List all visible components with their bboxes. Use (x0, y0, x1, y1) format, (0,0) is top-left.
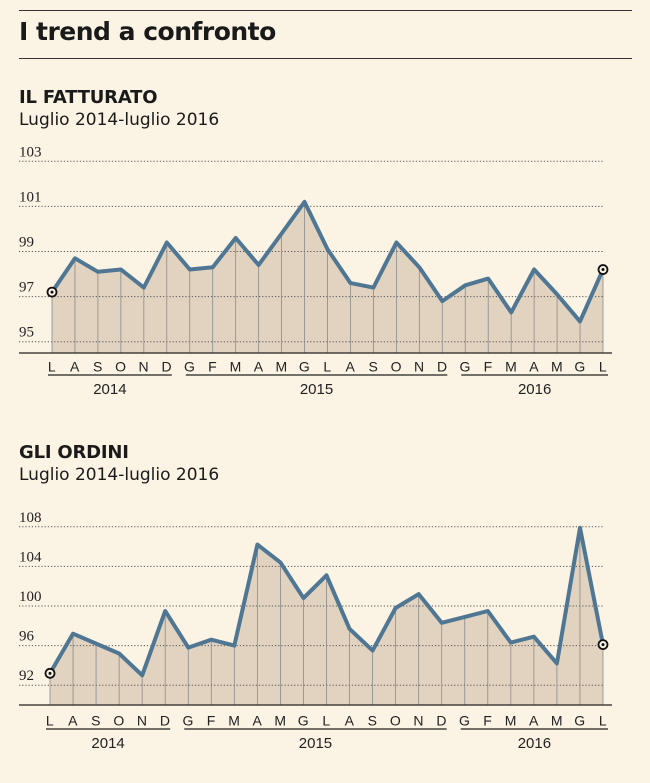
y-tick-label: 104 (19, 549, 42, 565)
x-tick-label: G (299, 359, 310, 375)
y-tick-label: 108 (19, 510, 42, 526)
y-tick-label: 100 (19, 589, 42, 605)
x-tick-label: G (459, 713, 470, 729)
y-tick-label: 101 (19, 189, 42, 205)
x-tick-label: N (139, 359, 150, 375)
chart-1-subtitle: Luglio 2014-luglio 2016 (19, 110, 220, 130)
y-tick-label: 99 (19, 235, 34, 251)
series-line (50, 199, 605, 324)
end-marker-dot (50, 290, 54, 294)
x-tick-label: G (574, 359, 585, 375)
x-tick-label: G (574, 713, 585, 729)
y-tick-label: 92 (19, 668, 34, 684)
y-tick-label: 95 (19, 325, 34, 341)
x-tick-label: O (390, 713, 401, 729)
x-tick-label: S (368, 713, 378, 729)
page-title: I trend a confronto (19, 17, 276, 46)
x-tick-label: S (368, 359, 378, 375)
x-tick-label: A (252, 713, 262, 729)
x-tick-label: M (274, 713, 286, 729)
x-tick-label: L (322, 713, 330, 729)
series-line (48, 525, 605, 678)
x-tick-label: M (505, 359, 517, 375)
x-tick-label: M (505, 713, 517, 729)
year-label: 2015 (299, 735, 332, 752)
top-rule (19, 10, 632, 11)
x-tick-label: A (529, 359, 539, 375)
x-tick-label: F (208, 359, 217, 375)
x-tick-label: F (484, 359, 493, 375)
end-marker-dot (48, 671, 52, 675)
x-tick-label: F (207, 713, 216, 729)
year-label: 2014 (91, 735, 124, 752)
title-rule (19, 58, 632, 59)
x-tick-label: D (436, 713, 447, 729)
year-label: 2016 (518, 381, 551, 398)
x-tick-label: M (551, 713, 563, 729)
x-tick-label: A (70, 359, 80, 375)
y-tick-label: 97 (19, 280, 35, 296)
chart-2-subtitle: Luglio 2014-luglio 2016 (19, 465, 220, 485)
x-tick-label: L (48, 359, 56, 375)
x-tick-label: O (115, 359, 126, 375)
x-tick-label: L (46, 713, 54, 729)
end-marker-dot (601, 643, 605, 647)
x-tick-label: A (68, 713, 78, 729)
x-tick-label: A (346, 359, 356, 375)
x-tick-label: S (91, 713, 101, 729)
x-tick-label: A (254, 359, 264, 375)
x-tick-label: L (599, 359, 607, 375)
chart-1-title: IL FATTURATO (19, 87, 158, 108)
x-tick-label: M (230, 359, 242, 375)
x-tick-label: O (391, 359, 402, 375)
x-tick-label: A (345, 713, 355, 729)
y-tick-label: 103 (19, 144, 42, 160)
y-tick-label: 96 (19, 629, 35, 645)
x-tick-label: M (275, 359, 287, 375)
x-tick-label: D (437, 359, 448, 375)
end-marker-dot (601, 268, 605, 272)
x-tick-label: D (160, 713, 171, 729)
x-tick-label: F (483, 713, 492, 729)
x-tick-label: S (93, 359, 103, 375)
x-tick-label: M (551, 359, 563, 375)
x-tick-label: G (460, 359, 471, 375)
x-tick-label: M (228, 713, 240, 729)
year-label: 2016 (518, 735, 551, 752)
x-tick-label: G (183, 713, 194, 729)
year-label: 2015 (300, 381, 333, 398)
x-tick-label: A (529, 713, 539, 729)
year-label: 2014 (93, 381, 126, 398)
x-tick-label: N (414, 359, 425, 375)
x-tick-label: D (161, 359, 172, 375)
x-tick-label: L (599, 713, 607, 729)
x-tick-label: G (184, 359, 195, 375)
x-tick-label: G (298, 713, 309, 729)
x-tick-label: N (137, 713, 148, 729)
x-tick-label: L (323, 359, 331, 375)
x-tick-label: N (413, 713, 424, 729)
chart-2-title: GLI ORDINI (19, 442, 129, 463)
x-tick-label: O (113, 713, 124, 729)
